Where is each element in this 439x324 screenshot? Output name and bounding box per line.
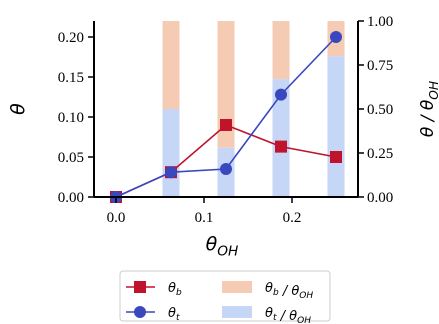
legend: θb θt θb / θOH θt / θOH: [119, 270, 331, 324]
point-theta-t: [330, 31, 342, 43]
bar-theta-b-ratio: [217, 21, 235, 148]
point-theta-b: [220, 119, 232, 131]
legend-theta-t-ratio-label: θt / θOH: [265, 306, 311, 324]
left-tick-label: 0.20: [58, 30, 84, 46]
right-tick-label: 0.50: [367, 102, 393, 118]
right-y-axis-label: θ / θOH: [418, 81, 439, 137]
x-tick-label: 0.1: [195, 210, 214, 226]
bar-theta-t-ratio: [272, 79, 290, 197]
legend-theta-b-marker: [134, 281, 146, 293]
right-tick-label: 0.00: [367, 190, 393, 206]
left-tick-label: 0.00: [58, 190, 84, 206]
axes-layer: 0.00 0.05 0.10 0.15 0.20 0.00 0.25 0.50 0.75 1.00…: [7, 14, 439, 260]
legend-theta-b-ratio-label: θb / θOH: [265, 281, 313, 301]
left-tick-label: 0.15: [58, 70, 84, 86]
legend-theta-t-label: θt: [168, 306, 180, 323]
right-tick-label: 1.00: [367, 14, 393, 30]
x-axis-label: θOH: [206, 233, 239, 260]
point-theta-b: [330, 151, 342, 163]
left-tick-label: 0.10: [58, 110, 84, 126]
right-tick-label: 0.25: [367, 146, 393, 162]
bar-theta-b-ratio: [272, 21, 290, 80]
point-theta-t: [220, 163, 232, 175]
left-tick-label: 0.05: [58, 150, 84, 166]
point-theta-b: [275, 140, 287, 153]
legend-theta-t-marker: [134, 306, 146, 318]
bar-theta-t-ratio: [162, 109, 180, 197]
right-tick-label: 0.75: [367, 58, 393, 74]
x-tick-label: 0.0: [107, 210, 126, 226]
legend-theta-b-label: θb: [168, 281, 182, 298]
legend-frame: [119, 270, 331, 322]
point-theta-t: [165, 166, 177, 179]
left-y-axis-label: θ: [7, 103, 29, 115]
legend-theta-t-ratio-swatch: [222, 306, 252, 318]
legend-theta-b-ratio-swatch: [222, 281, 252, 293]
x-tick-label: 0.2: [283, 210, 302, 226]
lines-layer: [110, 31, 342, 203]
bar-theta-t-ratio: [327, 56, 345, 198]
point-theta-t: [275, 88, 287, 101]
bar-theta-b-ratio: [162, 21, 180, 109]
